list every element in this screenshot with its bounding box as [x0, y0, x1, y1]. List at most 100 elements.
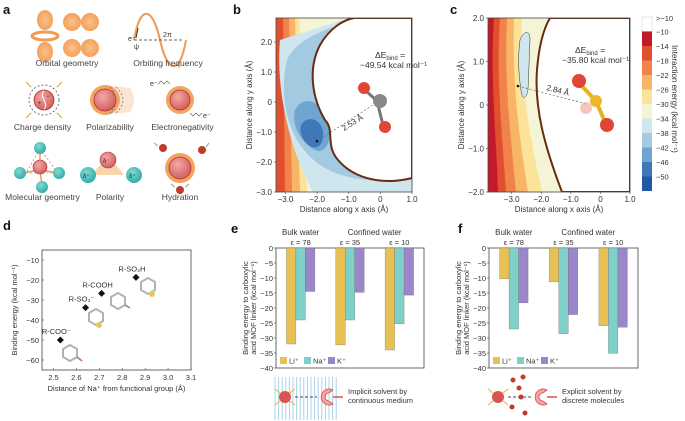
- colorbar-swatch: [642, 133, 652, 148]
- distance-line-b: [316, 104, 374, 142]
- y-tick-label: −15: [260, 289, 273, 298]
- bar: [305, 247, 316, 292]
- y-tick-label: 1.0: [261, 68, 273, 77]
- category-label: ε = 35: [553, 238, 573, 247]
- x-tick-label: −1.0: [563, 195, 579, 204]
- legend-label: Na⁺: [313, 357, 327, 366]
- y-tick-label: −60: [26, 356, 39, 365]
- category-label: ε = 10: [603, 238, 623, 247]
- bar: [549, 247, 559, 283]
- x-tick-label: 3.1: [186, 373, 196, 382]
- y-axis-label-line1: Binding energy to carboxylic: [455, 261, 463, 355]
- colorbar-tick-label: −30: [656, 100, 669, 109]
- legend-swatch: [541, 357, 548, 364]
- electron-label-out: e⁻: [203, 113, 211, 120]
- explicit-solvent-note-line2: discrete molecules: [562, 396, 624, 405]
- bar: [508, 247, 519, 330]
- colorbar-swatch: [642, 46, 652, 61]
- legend-swatch: [328, 357, 335, 364]
- binding-energy-annotation-c: ΔEbind =: [575, 45, 605, 57]
- y-axis-label: Distance along y axis (Å): [245, 60, 254, 149]
- y-tick-label: 0: [269, 244, 273, 253]
- implicit-solvent-illustration: [274, 377, 343, 420]
- caption-orbital-geometry: Orbital geometry: [35, 58, 99, 68]
- y-tick-label: −40: [473, 364, 486, 373]
- data-point-label: R-SO₃H: [118, 264, 145, 273]
- data-point: [56, 336, 64, 344]
- legend-swatch: [280, 357, 287, 364]
- bar: [335, 247, 346, 346]
- colorbar-tick-label: −34: [656, 115, 669, 124]
- colorbar-swatch: [642, 118, 652, 133]
- bar: [608, 247, 619, 354]
- y-axis-label-line2: acid MOF linker (kcal mol⁻¹): [249, 261, 258, 355]
- implicit-solvent-note-line2: continuous medium: [348, 396, 413, 405]
- x-tick-label: 1.0: [624, 195, 636, 204]
- x-tick-label: −2.0: [533, 195, 549, 204]
- panel-label-a: a: [3, 2, 11, 17]
- carboxylate-sketch: [62, 343, 83, 363]
- x-axis-label: Distance along x axis (Å): [300, 205, 389, 214]
- molecule-sketches: [62, 276, 156, 363]
- category-label: ε = 78: [291, 238, 311, 247]
- colorbar-tick-label: −38: [656, 129, 669, 138]
- data-point-label: R-COOH: [82, 280, 112, 289]
- panel-label-c: c: [450, 2, 458, 17]
- x-axis-label: Distance of Na⁺ from functional group (Å…: [48, 384, 186, 393]
- colorbar-swatch: [642, 147, 652, 162]
- wave-psi-label: ψ: [134, 44, 139, 51]
- x-tick-label: −1.0: [341, 195, 357, 204]
- legend-label: K⁺: [337, 357, 346, 366]
- implicit-solvent-note-line1: Implicit solvent by: [348, 387, 407, 396]
- y-tick-label: −2.0: [256, 158, 272, 167]
- data-point-label: R-COO⁻: [42, 327, 71, 336]
- x-tick-label: −2.0: [309, 195, 325, 204]
- colorbar-swatch: [642, 162, 652, 177]
- y-tick-label: −2.0: [468, 188, 484, 197]
- colorbar-tick-label: −22: [656, 71, 669, 80]
- wave-electron-label: e⁻: [128, 36, 136, 43]
- bar: [598, 247, 609, 326]
- bar: [345, 247, 355, 321]
- group-header: Confined water: [561, 228, 615, 237]
- y-tick-label: −10: [26, 256, 39, 265]
- y-tick-label: −25: [260, 319, 273, 328]
- colorbar-swatch: [642, 104, 652, 119]
- y-tick-label: −20: [260, 304, 273, 313]
- colorbar-tick-label: >−10: [656, 14, 673, 23]
- plot-frame: [41, 249, 192, 371]
- bar: [617, 247, 628, 328]
- co2-molecule-b: [358, 82, 391, 133]
- binding-energy-value-c: −35.80 kcal mol⁻¹: [562, 55, 629, 65]
- panel-label-e: e: [231, 221, 239, 236]
- y-tick-label: −20: [26, 276, 39, 285]
- y-tick-label: −30: [473, 334, 486, 343]
- hydrated-ion-icon: [153, 142, 210, 194]
- y-tick-label: 1.0: [473, 58, 485, 67]
- y-axis-label: Distance along y axis (Å): [457, 60, 466, 149]
- y-tick-label: 0: [482, 244, 486, 253]
- y-tick-label: −5: [264, 259, 273, 268]
- colorbar-tick-label: −10: [656, 28, 669, 37]
- group-header: Confined water: [348, 228, 402, 237]
- colorbar-tick-label: −18: [656, 57, 669, 66]
- y-tick-label: 0: [480, 101, 485, 110]
- contour-plot-b: 2.53 Å ΔEbind = −49.54 kcal mol⁻¹ −3.0 −2…: [245, 17, 427, 214]
- panel-a-illustrations: e⁻ ψ 2π + − e⁻ e⁻: [14, 10, 211, 194]
- colorbar-swatch: [642, 176, 652, 191]
- colorbar-tick-label: −42: [656, 144, 669, 153]
- sulfonate-sketch: [88, 307, 104, 328]
- bar: [384, 247, 395, 351]
- y-tick-label: −10: [260, 274, 273, 283]
- y-tick-label: −30: [260, 334, 273, 343]
- caption-polarizability: Polarizability: [86, 122, 134, 132]
- binding-energy-value-b: −49.54 kcal mol⁻¹: [360, 60, 427, 70]
- y-tick-label: −3.0: [256, 188, 272, 197]
- panel-label-b: b: [233, 2, 241, 17]
- colorbar-swatch: [642, 89, 652, 104]
- contour-fill-b: [276, 18, 412, 192]
- y-tick-label: 0: [268, 98, 273, 107]
- distorted-sphere-icon: [90, 85, 134, 115]
- bar: [286, 247, 297, 345]
- category-label: ε = 10: [389, 238, 409, 247]
